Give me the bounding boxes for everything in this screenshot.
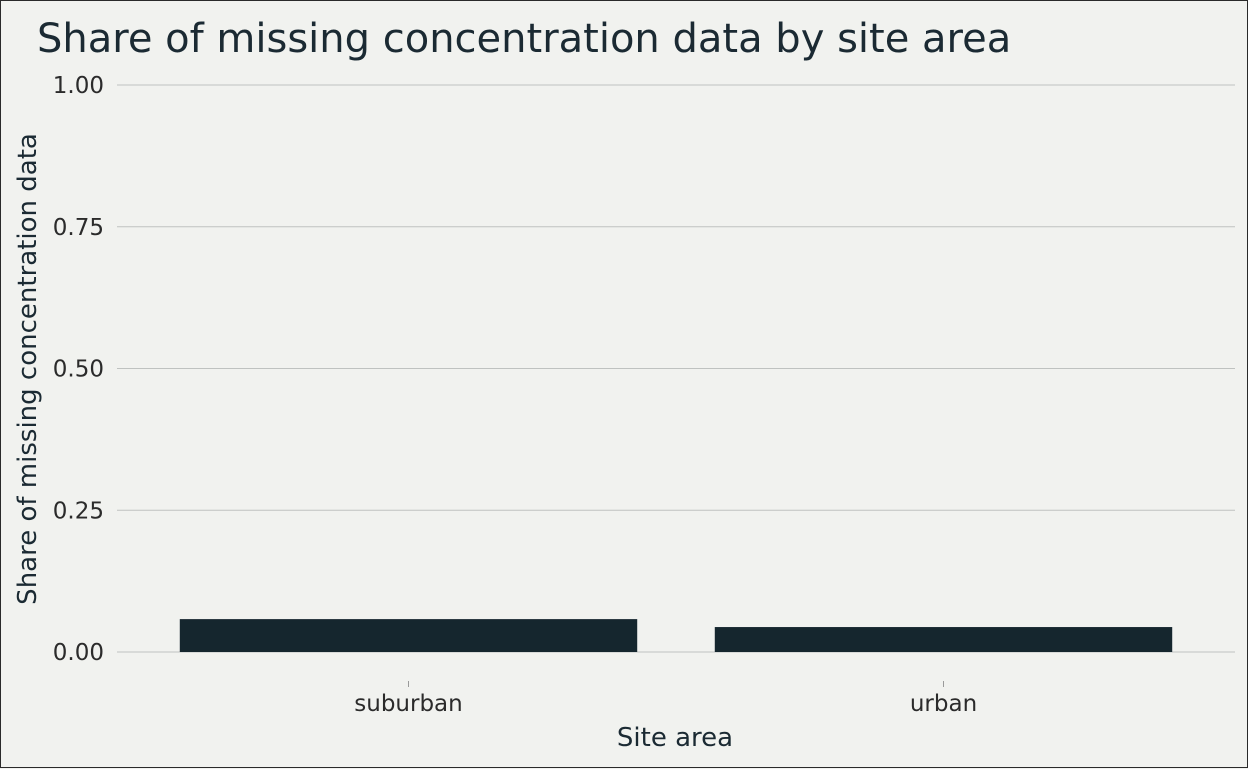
bar-urban xyxy=(714,627,1173,652)
x-axis-title: Site area xyxy=(617,723,733,753)
x-tick-label: suburban xyxy=(354,691,462,717)
gridlines xyxy=(117,84,1235,653)
y-tick-label: 0.25 xyxy=(53,498,104,524)
y-tick-label: 0.75 xyxy=(53,215,104,241)
bars xyxy=(179,619,1173,652)
y-tick-label: 0.00 xyxy=(53,640,104,666)
y-axis-title: Share of missing concentration data xyxy=(13,133,43,605)
x-tick-label: urban xyxy=(910,691,977,717)
y-tick-label: 0.50 xyxy=(53,357,104,383)
x-tick-labels: suburban urban xyxy=(354,681,977,717)
y-tick-label: 1.00 xyxy=(53,73,104,99)
chart-title: Share of missing concentration data by s… xyxy=(37,16,1011,62)
bar-suburban xyxy=(179,619,638,652)
y-tick-labels: 0.00 0.25 0.50 0.75 1.00 xyxy=(53,73,104,666)
